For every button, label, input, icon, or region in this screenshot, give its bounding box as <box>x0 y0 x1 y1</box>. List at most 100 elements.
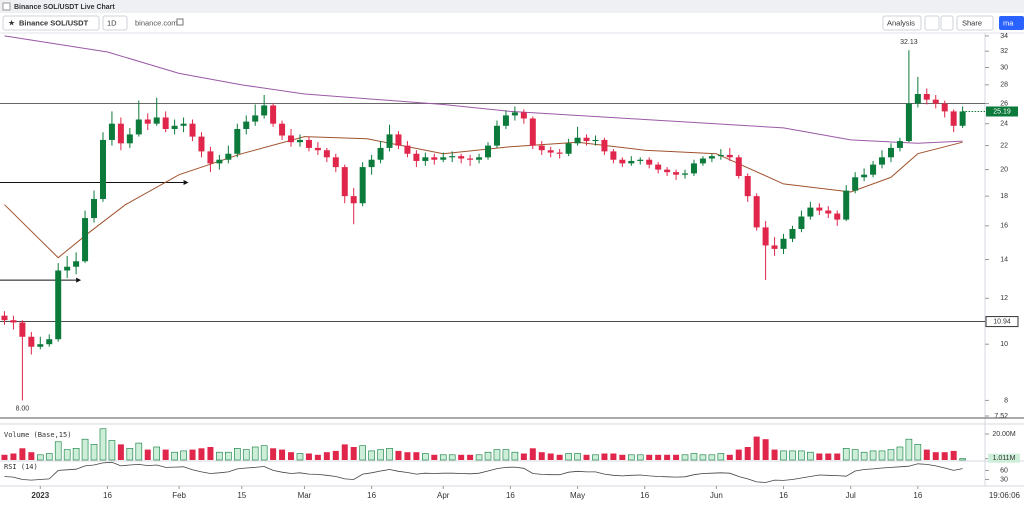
moving-average <box>4 136 963 259</box>
volume-bar <box>941 452 948 460</box>
volume-bar <box>646 454 653 460</box>
volume-bar <box>520 453 527 460</box>
candle-body <box>574 137 581 144</box>
draw-button[interactable] <box>940 15 954 31</box>
volume-bar <box>144 449 151 460</box>
volume-bar <box>842 447 850 461</box>
candle-body <box>359 167 366 204</box>
symbol-button[interactable] <box>2 15 100 31</box>
symbol[interactable]: Binance SOL/USDT <box>19 18 89 27</box>
x-tick-label: Mar <box>298 491 312 500</box>
volume-bar <box>762 439 769 460</box>
volume-bar <box>314 454 321 460</box>
source-link[interactable]: binance.com <box>135 18 178 27</box>
low-label: 8.00 <box>16 405 30 412</box>
volume-bar <box>260 445 268 461</box>
candle-body <box>816 207 823 211</box>
candle-body <box>243 121 250 129</box>
candle-body <box>887 147 894 158</box>
candle-body <box>404 145 411 154</box>
volume-bar <box>251 446 259 461</box>
candle-body <box>699 158 706 164</box>
volume-bar <box>673 454 680 460</box>
level-label-box <box>985 316 1019 328</box>
candle-body <box>117 123 124 144</box>
volume-bar <box>619 454 626 460</box>
x-tick-label: 2023 <box>31 491 49 500</box>
candle-body <box>234 128 241 154</box>
candle-body <box>601 139 608 152</box>
candle-body <box>914 94 921 104</box>
share-button[interactable] <box>956 15 994 31</box>
candle-body <box>592 139 599 142</box>
volume-bar <box>780 450 787 461</box>
candle-body <box>556 152 563 154</box>
interval-button[interactable] <box>102 15 128 31</box>
candle-body <box>771 245 778 249</box>
candle-body <box>780 238 787 249</box>
x-tick-label: Feb <box>172 491 186 500</box>
candle-body <box>807 207 814 217</box>
candle-body <box>834 213 841 220</box>
x-tick-label: 15 <box>237 491 246 500</box>
ray-arrow <box>76 277 82 283</box>
interval[interactable]: 1D <box>107 18 117 27</box>
candle-body <box>762 227 769 246</box>
candle-body <box>91 198 98 219</box>
volume-bar <box>99 428 107 461</box>
candle-body <box>368 159 375 168</box>
candle-body <box>547 150 554 153</box>
clock: 19:06:06 <box>989 491 1021 500</box>
candle-body <box>467 158 474 160</box>
y-tick-label: 30 <box>1000 64 1008 71</box>
volume-bar <box>923 449 930 460</box>
y-tick-label: 26 <box>1000 100 1008 107</box>
external-icon <box>176 18 184 26</box>
volume-bar <box>878 450 886 461</box>
volume-bar <box>726 454 733 460</box>
volume-bar <box>359 445 366 461</box>
volume-bar <box>529 448 536 460</box>
y-tick-label: 20 <box>1000 166 1008 173</box>
candle-body <box>690 163 697 174</box>
candle-body <box>538 145 545 151</box>
rsi-title: RSI (14) <box>4 463 38 471</box>
candle-body <box>717 154 724 157</box>
volume-bar <box>233 447 241 461</box>
x-tick-label: 16 <box>779 491 788 500</box>
x-tick-label: 16 <box>506 491 515 500</box>
volume-bar <box>655 454 662 460</box>
candle-body <box>628 160 635 164</box>
volume-bar <box>664 454 671 460</box>
window-icon <box>2 2 11 11</box>
candle-body <box>1 315 8 321</box>
analysis-button[interactable] <box>882 15 922 31</box>
candle-body <box>440 157 447 160</box>
volume-bar <box>10 453 17 460</box>
volume-bar <box>422 453 429 461</box>
rsi-tick-label: 60 <box>1000 467 1008 474</box>
candle-body <box>46 339 53 345</box>
share[interactable]: Share <box>962 18 982 27</box>
volume-bar <box>216 451 223 461</box>
volume-bar <box>279 449 286 460</box>
volume-bar <box>502 449 510 461</box>
x-tick-label: 16 <box>103 491 112 500</box>
volume-bar <box>377 449 384 461</box>
ray-arrow <box>183 180 189 186</box>
volume-bar <box>126 447 134 461</box>
tab[interactable]: ma <box>1003 18 1014 27</box>
volume-bar <box>816 453 823 460</box>
volume-bar <box>171 451 178 461</box>
volume-bar <box>887 449 895 461</box>
tab-button[interactable] <box>999 16 1024 30</box>
candle-body <box>789 228 796 239</box>
candle-body <box>323 150 330 158</box>
volume-bar <box>950 450 957 460</box>
analysis[interactable]: Analysis <box>887 18 915 27</box>
volume-bar <box>153 446 161 461</box>
settings-button[interactable] <box>924 15 940 31</box>
candle-body <box>843 190 850 220</box>
